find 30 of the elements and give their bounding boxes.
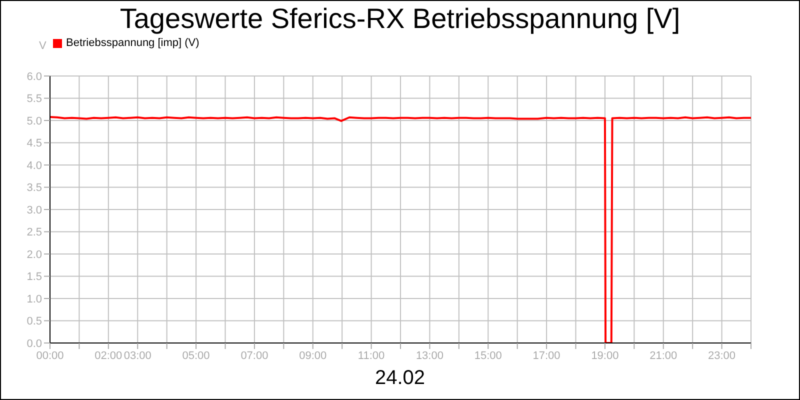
y-tick-label: 2.5: [26, 226, 42, 239]
y-tick-label: 6.0: [26, 70, 42, 83]
x-tick-label: 19:00: [591, 350, 619, 362]
x-tick-label: 03:00: [124, 350, 152, 362]
y-tick-label: 5.0: [26, 115, 42, 128]
y-tick-label: 3.0: [26, 204, 42, 216]
y-tick-label: 2.0: [26, 248, 42, 261]
x-tick-label: 02:00: [94, 350, 122, 362]
x-axis-title: 24.02: [374, 367, 426, 390]
y-tick-label: 0.5: [26, 316, 42, 328]
x-tick-label: 11:00: [358, 350, 385, 362]
x-tick-label: 17:00: [532, 350, 560, 362]
x-tick-label: 07:00: [240, 350, 268, 362]
y-tick-label: 1.5: [26, 271, 42, 284]
y-tick-label: 3.5: [26, 182, 42, 194]
chart-title: Tageswerte Sferics-RX Betriebsspannung [V]: [118, 3, 682, 35]
x-tick-label: 13:00: [416, 350, 444, 362]
x-tick-label: 21:00: [650, 350, 678, 362]
y-axis-title: V: [39, 40, 46, 52]
y-tick-label: 5.5: [26, 93, 42, 106]
y-tick-label: 1.0: [26, 293, 42, 306]
x-tick-label: 15:00: [474, 350, 502, 362]
x-tick-label: 09:00: [299, 350, 327, 362]
y-tick-label: 4.5: [26, 138, 42, 150]
y-tick-label: 4.0: [26, 160, 42, 172]
x-tick-label: 00:00: [36, 350, 64, 362]
x-tick-label: 05:00: [182, 350, 210, 362]
y-tick-label: 0.0: [26, 338, 42, 350]
legend-label: Betriebsspannung [imp] (V): [66, 37, 200, 49]
x-tick-label: 23:00: [708, 350, 736, 362]
